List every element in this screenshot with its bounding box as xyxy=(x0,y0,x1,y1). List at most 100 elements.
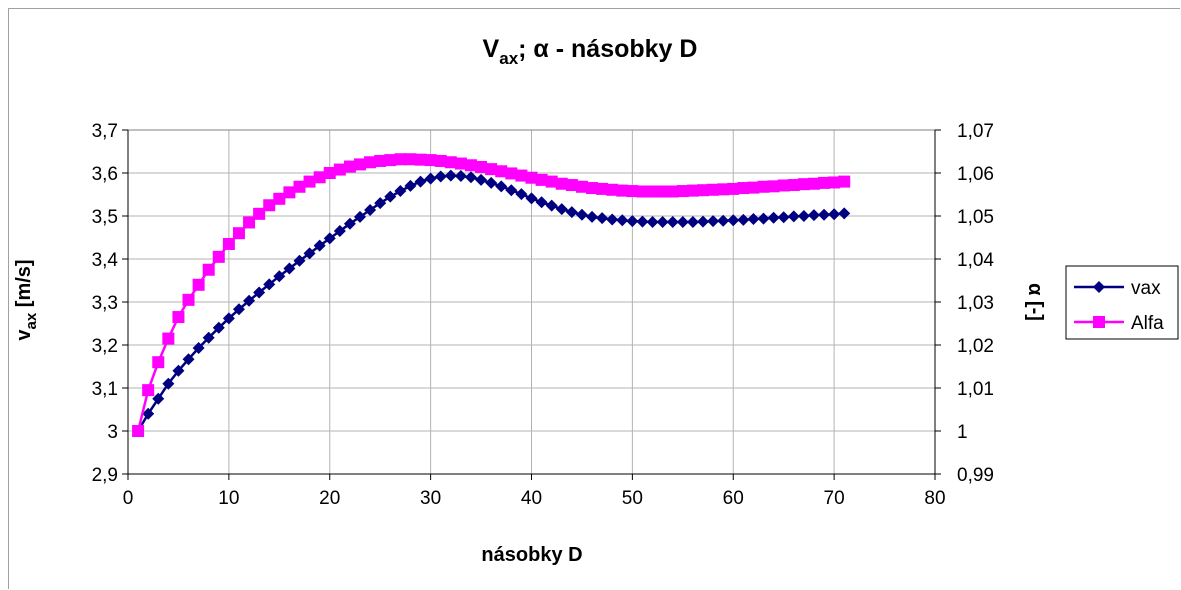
data-point-alfa xyxy=(192,278,205,291)
data-point-alfa xyxy=(303,175,316,188)
data-point-alfa xyxy=(535,173,548,186)
y2-tick-label: 1 xyxy=(957,422,968,443)
data-point-vax xyxy=(323,232,336,245)
data-point-alfa xyxy=(616,184,629,197)
data-point-vax xyxy=(202,331,215,344)
y-tick-label: 3 xyxy=(107,422,118,443)
data-point-vax xyxy=(454,170,467,183)
data-point-alfa xyxy=(202,263,215,276)
data-point-alfa xyxy=(162,332,175,345)
x-tick-label: 0 xyxy=(123,488,134,509)
y-tick-label: 3,7 xyxy=(92,121,118,142)
data-point-vax xyxy=(303,247,316,260)
y2-tick-label: 1,04 xyxy=(957,250,994,271)
legend-label-vax: vax xyxy=(1131,278,1161,299)
data-point-alfa xyxy=(636,185,649,198)
data-point-alfa xyxy=(464,159,477,172)
data-point-vax xyxy=(787,210,800,223)
data-point-vax xyxy=(525,192,538,205)
data-point-alfa xyxy=(565,179,578,192)
data-point-alfa xyxy=(727,182,740,195)
data-point-alfa xyxy=(212,250,225,263)
data-point-alfa xyxy=(575,180,588,193)
series-line-vax xyxy=(137,174,845,432)
data-point-vax xyxy=(686,216,699,229)
data-point-alfa xyxy=(454,157,467,170)
data-point-vax xyxy=(807,209,820,222)
data-point-vax xyxy=(606,213,619,226)
data-point-alfa xyxy=(475,160,488,173)
data-point-vax xyxy=(182,353,195,366)
data-point-alfa xyxy=(172,311,185,324)
y2-tick-label: 0,99 xyxy=(957,465,994,486)
y-tick-label: 3,3 xyxy=(92,293,118,314)
data-point-alfa xyxy=(222,237,235,250)
y2-tick-label: 1,02 xyxy=(957,336,994,357)
y-axis-title: vax [m/s] xyxy=(13,259,40,340)
data-point-alfa xyxy=(717,183,730,196)
data-point-vax xyxy=(828,208,841,221)
data-point-alfa xyxy=(313,171,326,184)
data-point-alfa xyxy=(646,185,659,198)
data-point-vax xyxy=(818,208,831,221)
chart-frame xyxy=(8,8,1180,589)
data-point-alfa xyxy=(232,227,245,240)
data-point-vax xyxy=(162,377,175,390)
y2-axis-title: α [-] xyxy=(1024,283,1046,321)
data-point-alfa xyxy=(797,178,810,191)
data-point-vax xyxy=(434,170,447,183)
data-point-alfa xyxy=(525,171,538,184)
y2-tick-label: 1,06 xyxy=(957,164,994,185)
data-point-alfa xyxy=(182,293,195,306)
data-point-alfa xyxy=(434,154,447,167)
data-point-alfa xyxy=(555,177,568,190)
data-point-vax xyxy=(142,407,155,420)
data-point-vax xyxy=(404,179,417,192)
axes: 0 10 20 30 40 50 60 70 80 2,9 3 3,1 3,2 3,3 3,4 3,5 3,6 3… xyxy=(92,121,995,509)
data-point-vax xyxy=(797,210,810,222)
data-point-vax xyxy=(737,213,750,226)
data-point-vax xyxy=(273,270,286,283)
y-tick-label: 3,4 xyxy=(92,250,119,271)
data-point-vax xyxy=(565,206,578,219)
x-tick-label: 20 xyxy=(319,488,340,509)
data-point-vax xyxy=(222,312,235,325)
data-point-alfa xyxy=(333,163,346,176)
x-tick-label: 50 xyxy=(622,488,643,509)
data-point-alfa xyxy=(263,199,276,212)
data-point-vax xyxy=(424,172,437,185)
data-point-alfa xyxy=(838,175,851,188)
data-point-vax xyxy=(464,171,477,184)
legend: vax Alfa xyxy=(1065,265,1179,340)
data-point-vax xyxy=(444,169,457,182)
y2-tick-label: 1,07 xyxy=(957,121,994,142)
data-point-alfa xyxy=(283,186,296,199)
data-point-alfa xyxy=(747,181,760,194)
data-point-vax xyxy=(626,215,639,228)
data-point-alfa xyxy=(414,153,427,166)
x-tick-label: 10 xyxy=(218,488,239,509)
data-point-vax xyxy=(747,213,760,226)
data-point-alfa xyxy=(374,154,387,167)
data-point-vax xyxy=(232,303,245,316)
data-point-vax xyxy=(172,364,185,377)
data-point-vax xyxy=(384,190,397,203)
data-point-vax xyxy=(586,210,599,223)
data-point-vax xyxy=(313,239,326,252)
data-point-alfa xyxy=(384,154,397,167)
data-point-alfa xyxy=(596,182,609,195)
data-point-vax xyxy=(414,175,427,188)
data-point-vax xyxy=(283,262,296,275)
data-point-alfa xyxy=(828,176,841,189)
data-point-vax xyxy=(727,214,740,227)
data-point-vax xyxy=(333,225,346,238)
series-alfa xyxy=(132,153,851,437)
data-point-alfa xyxy=(757,180,770,193)
data-point-vax xyxy=(505,184,518,197)
data-point-alfa xyxy=(676,185,689,198)
data-point-alfa xyxy=(485,163,498,176)
data-point-vax xyxy=(515,188,528,201)
y-tick-label: 2,9 xyxy=(92,465,118,486)
data-point-alfa xyxy=(152,356,165,369)
data-point-alfa xyxy=(323,167,336,179)
